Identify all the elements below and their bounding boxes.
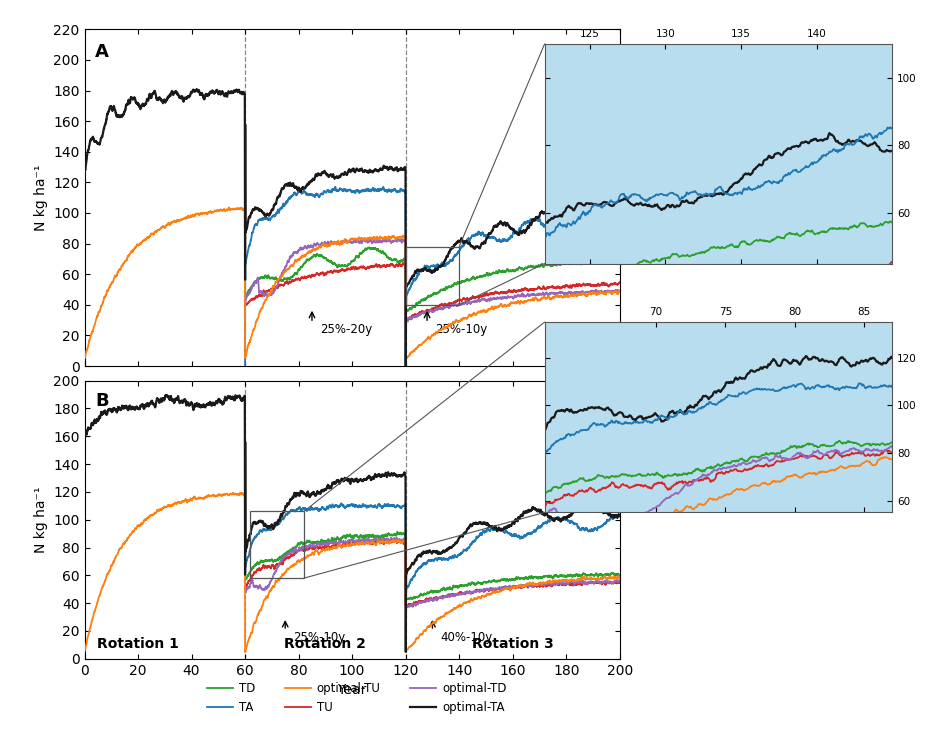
- Text: 25%-20y: 25%-20y: [320, 323, 372, 336]
- Legend: TD, TA, optimal-TU, TU, optimal-TD, optimal-TA: TD, TA, optimal-TU, TU, optimal-TD, opti…: [203, 677, 511, 719]
- Text: Rotation 1: Rotation 1: [97, 637, 179, 651]
- Y-axis label: N kg ha⁻¹: N kg ha⁻¹: [34, 165, 48, 231]
- Text: 40%-10y: 40%-10y: [440, 631, 493, 644]
- X-axis label: Year: Year: [337, 683, 367, 697]
- Bar: [251, 512, 304, 578]
- Y-axis label: N kg ha⁻¹: N kg ha⁻¹: [34, 487, 48, 553]
- Text: Rotation 2: Rotation 2: [285, 637, 366, 651]
- Text: Rotation 3: Rotation 3: [471, 637, 554, 651]
- Text: 25%-10y: 25%-10y: [293, 631, 346, 644]
- Bar: [406, 247, 459, 305]
- Text: 25%-10y: 25%-10y: [435, 323, 487, 336]
- Text: B: B: [95, 392, 109, 410]
- Text: A: A: [95, 42, 109, 61]
